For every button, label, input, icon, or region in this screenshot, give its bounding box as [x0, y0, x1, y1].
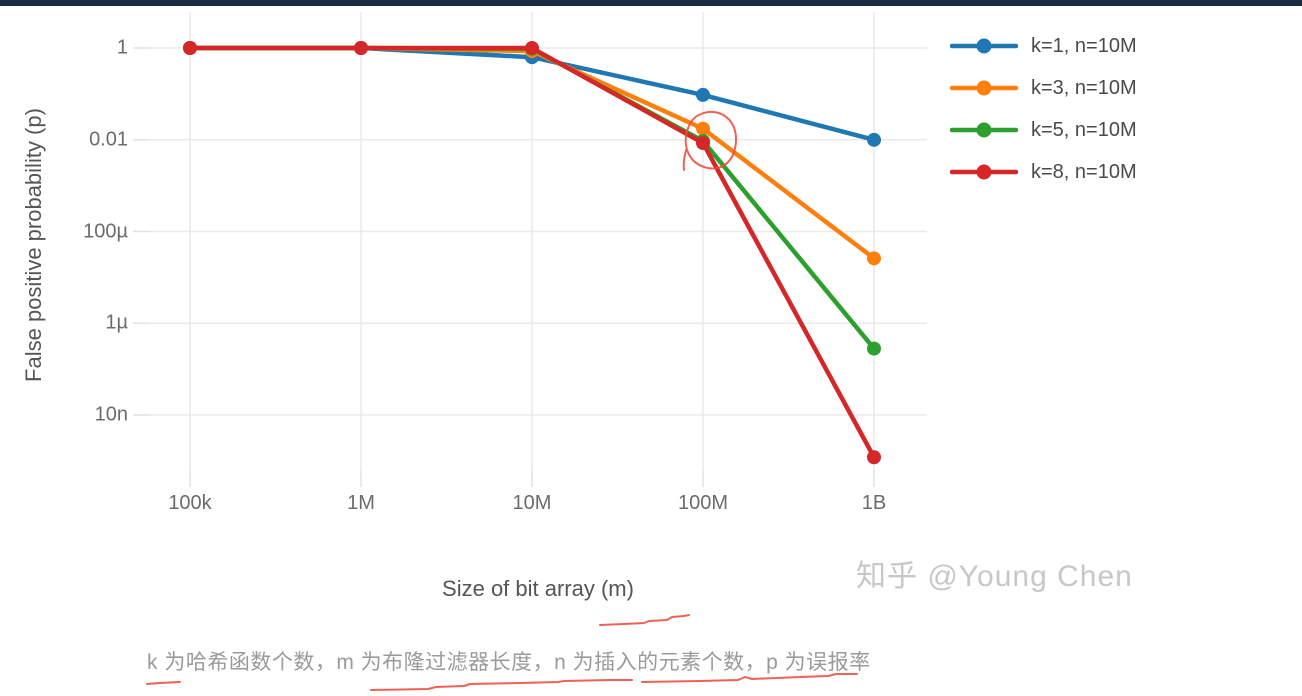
data-point-marker	[696, 87, 710, 102]
legend-item: k=8, n=10M	[950, 151, 1137, 193]
legend-label: k=1, n=10M	[1031, 34, 1137, 57]
y-tick-label: 10n	[94, 403, 128, 426]
legend-label: k=3, n=10M	[1031, 76, 1137, 99]
data-point-marker	[867, 341, 881, 356]
watermark-text: 知乎 @Young Chen	[856, 560, 1133, 593]
x-tick-label: 100M	[677, 492, 729, 514]
data-point-marker	[183, 41, 197, 55]
x-tick-label: 10M	[512, 492, 552, 514]
legend-label: k=8, n=10M	[1031, 160, 1137, 183]
data-point-marker	[696, 135, 710, 150]
y-tick-label: 1	[116, 36, 128, 59]
data-point-marker	[525, 41, 539, 56]
y-tick-label: 0.01	[89, 128, 128, 151]
x-tick-label: 1M	[347, 492, 375, 514]
y-tick-label: 1µ	[105, 311, 128, 334]
legend-swatch-icon	[950, 38, 1018, 54]
x-tick-label: 100k	[168, 492, 212, 514]
x-tick-label: 1B	[861, 492, 887, 514]
legend-label: k=5, n=10M	[1031, 118, 1137, 141]
chart-legend: k=1, n=10M k=3, n=10M k=5, n=10M k=8, n=10M	[950, 25, 1137, 193]
legend-swatch-icon	[950, 80, 1018, 96]
legend-item: k=5, n=10M	[950, 109, 1137, 151]
top-border-bar	[0, 0, 1302, 6]
data-point-marker	[867, 450, 881, 465]
legend-item: k=1, n=10M	[950, 25, 1137, 67]
y-tick-label: 100µ	[83, 220, 128, 242]
data-point-marker	[696, 121, 710, 136]
caption-text: k 为哈希函数个数，m 为布隆过滤器长度，n 为插入的元素个数，p 为误报率	[147, 651, 871, 674]
legend-item: k=3, n=10M	[950, 67, 1137, 109]
data-point-marker	[354, 41, 368, 55]
data-point-marker	[867, 251, 881, 266]
legend-swatch-icon	[950, 122, 1018, 138]
legend-swatch-icon	[950, 164, 1018, 180]
data-point-marker	[867, 132, 881, 147]
